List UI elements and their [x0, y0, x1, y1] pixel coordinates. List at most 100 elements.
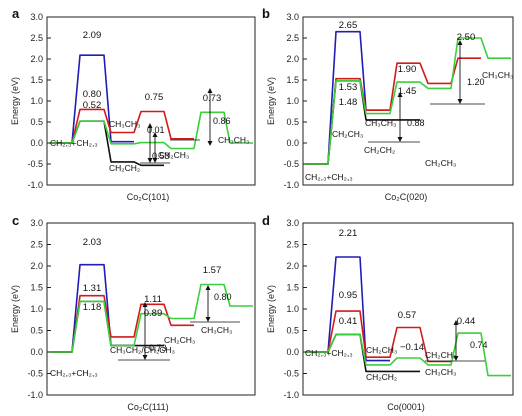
- arrow-head-down: [207, 141, 213, 146]
- energy-series-3: [49, 111, 253, 150]
- y-tick-label: 2.5: [30, 33, 43, 43]
- value-label: 1.31: [83, 283, 102, 294]
- value-label: 2.65: [339, 20, 358, 31]
- y-tick-label: -0.5: [27, 159, 43, 169]
- value-label: 0.95: [339, 290, 358, 301]
- energy-difference-label: 0.80: [214, 292, 232, 302]
- panel-letter: d: [262, 213, 270, 228]
- value-label: 0.80: [83, 89, 102, 100]
- arrow-head-up: [152, 132, 158, 137]
- y-tick-label: 3.0: [286, 218, 299, 228]
- y-axis-label: Energy (eV): [10, 77, 20, 125]
- species-label: CH₂CH₃: [164, 335, 195, 345]
- y-tick-label: 0.5: [30, 117, 43, 127]
- value-label: 0.57: [398, 310, 417, 321]
- y-tick-label: 0.0: [30, 138, 43, 148]
- y-tick-label: 2.0: [30, 261, 43, 271]
- species-label: CH₃CH₃: [482, 70, 513, 80]
- y-tick-label: 2.5: [30, 240, 43, 250]
- species-label: CH₃CH₃: [425, 367, 456, 377]
- value-label: 0.44: [457, 316, 476, 327]
- y-tick-label: 1.0: [286, 96, 299, 106]
- value-label: 1.53: [339, 82, 358, 93]
- y-tick-label: 2.0: [286, 54, 299, 64]
- species-label: CH₃CH₃: [109, 119, 140, 129]
- y-tick-label: 3.0: [30, 218, 43, 228]
- arrow-head-up: [457, 40, 463, 45]
- y-tick-label: 1.0: [30, 96, 43, 106]
- y-tick-label: -0.5: [27, 369, 43, 379]
- energy-difference-label: 0.73: [149, 343, 167, 353]
- arrow-head-up: [207, 88, 213, 93]
- value-label: 0.89: [144, 308, 163, 319]
- y-tick-label: 0.0: [286, 347, 299, 357]
- y-tick-label: 1.5: [286, 283, 299, 293]
- y-axis-label: Energy (eV): [266, 77, 276, 125]
- value-label: 2.50: [457, 32, 476, 43]
- y-tick-label: 2.5: [286, 240, 299, 250]
- y-tick-label: 0.0: [30, 347, 43, 357]
- value-label: 0.41: [339, 316, 358, 327]
- value-label: 2.09: [83, 30, 102, 41]
- arrow-head-up: [147, 123, 153, 128]
- panel-c: -1.0 -0.5 0.0 0.5 1.0 1.5 2.0 2.5 3.0 Energy (eV)…: [10, 213, 256, 412]
- x-axis-label: Co₂C(111): [127, 402, 168, 412]
- energy-difference-label: 0.53: [152, 151, 170, 161]
- value-label: 0.52: [83, 100, 102, 111]
- energy-series-1: [305, 310, 451, 363]
- energy-difference-label: 0.86: [213, 116, 231, 126]
- panel-d: -1.0 -0.5 0.0 0.5 1.0 1.5 2.0 2.5 3.0 Energy (eV)…: [262, 213, 514, 412]
- arrow-head-up: [453, 320, 459, 325]
- species-label: CH₃CH₃: [218, 135, 249, 145]
- y-tick-label: -1.0: [27, 180, 43, 190]
- panel-b: -1.0 -0.5 0.0 0.5 1.0 1.5 2.0 2.5 3.0 Energy (eV)…: [262, 6, 514, 202]
- value-label: 1.90: [398, 64, 417, 75]
- panel-letter: a: [12, 6, 20, 21]
- x-axis-label: Co(0001): [387, 402, 425, 412]
- value-label: 2.03: [83, 237, 102, 248]
- arrow-head-up: [397, 92, 403, 97]
- y-tick-label: 0.5: [30, 326, 43, 336]
- y-tick-label: 1.5: [30, 283, 43, 293]
- species-label: CH₂CH₃: [332, 129, 363, 139]
- panel-letter: b: [262, 6, 270, 21]
- arrow-head-down: [142, 355, 148, 360]
- arrow-head-down: [147, 158, 153, 163]
- y-tick-label: -1.0: [283, 390, 299, 400]
- arrow-head-up: [205, 285, 211, 290]
- species-label: CH₂CH₂: [366, 372, 397, 382]
- species-label: CH₂,₃+CH₂,₃: [50, 138, 98, 148]
- species-label: CH₂CH₃: [425, 350, 456, 360]
- y-tick-label: 2.0: [286, 261, 299, 271]
- value-label: 2.21: [339, 228, 358, 239]
- energy-series-1: [49, 108, 194, 144]
- y-tick-label: -0.5: [283, 159, 299, 169]
- y-tick-label: 1.5: [286, 75, 299, 85]
- species-label: CH₃CH₃: [201, 325, 232, 335]
- species-label: CH₂,₃+CH₂,₃: [50, 368, 98, 378]
- y-tick-label: -1.0: [283, 180, 299, 190]
- panel-a: -1.0 -0.5 0.0 0.5 1.0 1.5 2.0 2.5 3.0 Energy (eV)…: [10, 6, 256, 202]
- value-label: 1.11: [144, 294, 162, 305]
- y-tick-label: 0.0: [286, 138, 299, 148]
- arrow-head-up: [142, 302, 148, 307]
- energy-difference-label: 1.20: [467, 77, 485, 87]
- arrow-head-down: [453, 356, 459, 361]
- value-label: 1.45: [398, 86, 417, 97]
- value-label: 0.73: [203, 93, 222, 104]
- y-axis-label: Energy (eV): [10, 285, 20, 333]
- species-label: CH₃CH₃: [365, 118, 396, 128]
- energy-difference-label: 0.74: [470, 340, 488, 350]
- y-tick-label: 3.0: [286, 12, 299, 22]
- y-tick-label: 3.0: [30, 12, 43, 22]
- y-tick-label: -0.5: [283, 369, 299, 379]
- species-label: CH₃CH₂/CH₂CH₃: [110, 345, 175, 355]
- x-axis-label: Co₂C(101): [127, 192, 170, 202]
- y-tick-label: 2.0: [30, 54, 43, 64]
- arrow-head-down: [457, 99, 463, 104]
- value-label: 1.18: [83, 302, 102, 313]
- y-tick-label: 1.0: [30, 304, 43, 314]
- arrow-head-down: [397, 137, 403, 142]
- species-label: CH₂CH₂: [109, 163, 140, 173]
- species-label: CH₂CH₃: [425, 158, 456, 168]
